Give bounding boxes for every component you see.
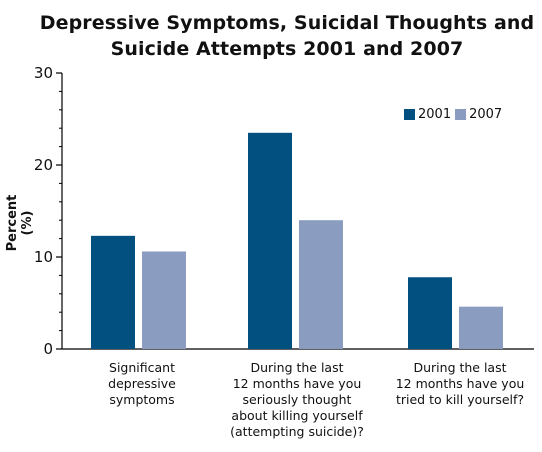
chart-title-line-1: Depressive Symptoms, Suicidal Thoughts a… xyxy=(39,12,535,34)
legend-item-2007: 2007 xyxy=(455,107,502,122)
legend-label-2007: 2007 xyxy=(469,107,503,122)
y-tick-label-0: 0 xyxy=(43,340,53,358)
legend-item-2001: 2001 xyxy=(404,107,451,122)
legend-label-2001: 2001 xyxy=(418,107,452,122)
legend-swatch-2001 xyxy=(404,109,415,120)
legend: 2001 2007 xyxy=(404,107,506,122)
y-tick-label-20: 20 xyxy=(34,156,53,174)
category-label-suicidal-thoughts: During the last 12 months have you serio… xyxy=(230,360,364,439)
category-label-depressive-symptoms: Significant depressive symptoms xyxy=(108,360,176,407)
y-tick-label-10: 10 xyxy=(34,248,53,266)
chart-title-line-2: Suicide Attempts 2001 and 2007 xyxy=(110,38,464,60)
bar-2001-1 xyxy=(248,132,292,349)
bar-2007-2 xyxy=(459,306,503,349)
bar-2007-0 xyxy=(142,251,186,349)
bar-2007-1 xyxy=(299,220,343,349)
bar-2001-0 xyxy=(91,235,135,349)
legend-swatch-2007 xyxy=(455,109,467,120)
category-label-suicide-attempts: During the last 12 months have you tried… xyxy=(395,360,525,407)
y-tick-label-30: 30 xyxy=(34,64,53,82)
bar-2001-2 xyxy=(408,277,452,349)
